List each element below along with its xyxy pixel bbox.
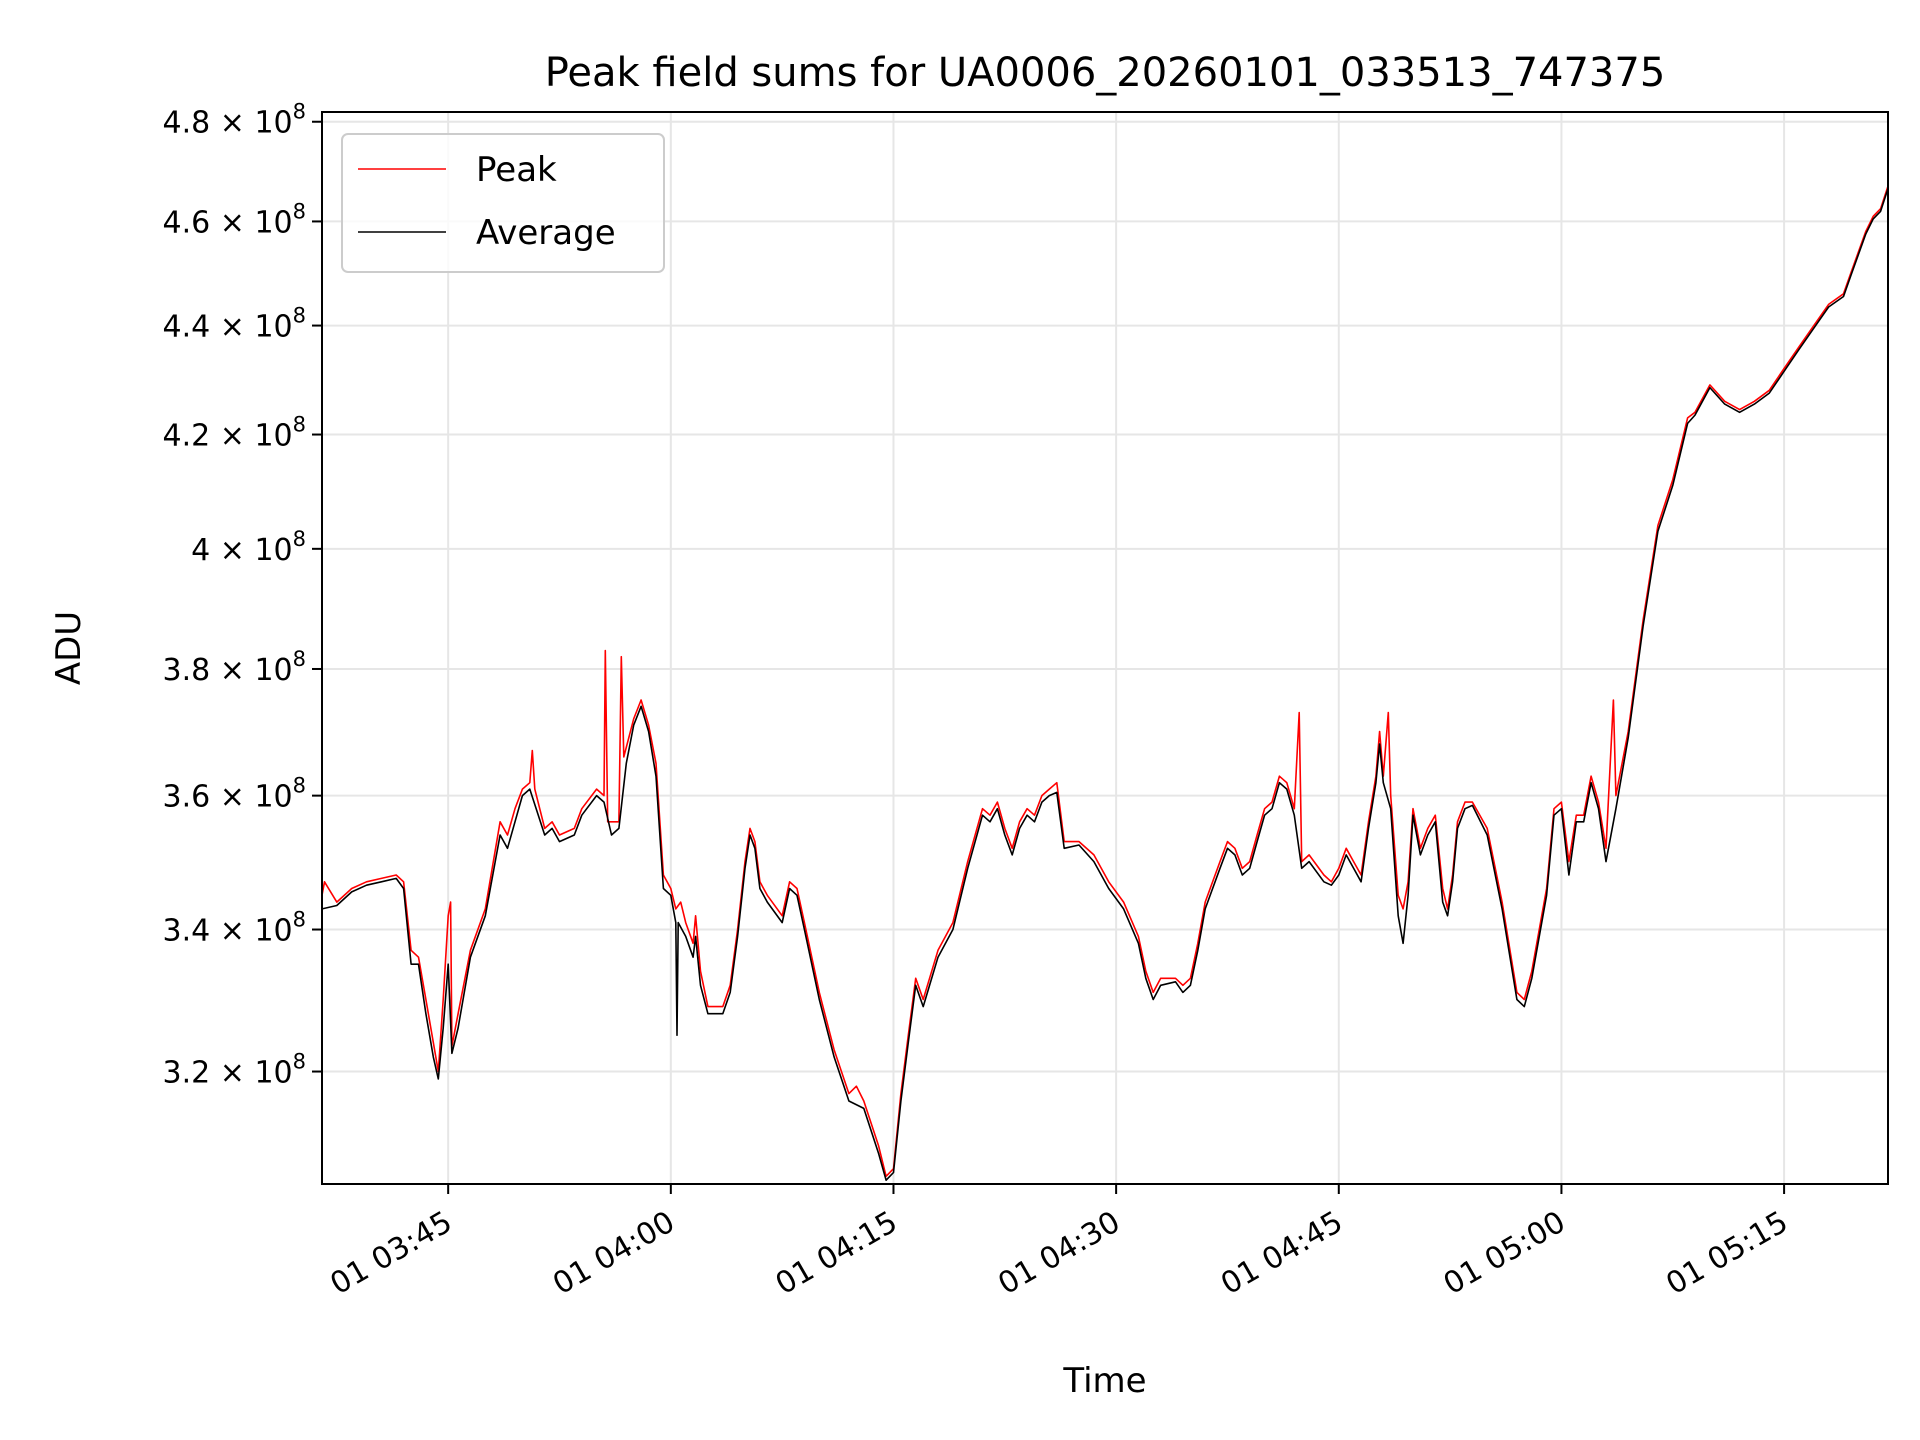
y-tick-label: 4.6 × 108 [163, 199, 306, 240]
y-axis: 3.2 × 108 3.4 × 108 3.6 × 108 3.8 × 108 4 × … [163, 100, 322, 1091]
y-tick-mantissa: 4.6 [163, 205, 211, 240]
chart-title: Peak field sums for UA0006_20260101_0335… [545, 50, 1666, 96]
y-tick-label: 3.4 × 108 [163, 908, 306, 949]
y-tick-exponent: 8 [293, 304, 306, 328]
y-tick-label: 3.6 × 108 [163, 774, 306, 815]
y-tick-mantissa: 4 [191, 533, 210, 568]
y-tick-exponent: 8 [293, 100, 306, 124]
y-tick-exponent: 8 [293, 1050, 306, 1074]
y-tick-mantissa: 3.4 [163, 914, 211, 949]
y-tick-mantissa: 4.2 [163, 419, 211, 454]
y-tick-mantissa: 3.8 [163, 653, 211, 688]
y-tick-mantissa: 3.2 [163, 1056, 211, 1091]
y-tick-label: 4 × 108 [191, 527, 306, 568]
y-tick-mantissa: 4.4 [163, 310, 211, 345]
y-tick-label: 3.8 × 108 [163, 647, 306, 688]
legend-label-average: Average [476, 213, 616, 253]
y-tick-label: 4.2 × 108 [163, 413, 306, 454]
legend: Peak Average [341, 133, 665, 273]
series-line-average [322, 188, 1888, 1181]
grid [322, 112, 1888, 1184]
y-tick-exponent: 8 [293, 199, 306, 223]
series-line-peak [322, 185, 1888, 1178]
y-tick-exponent: 8 [293, 527, 306, 551]
series-layer [322, 185, 1888, 1181]
y-tick-mantissa: 4.8 [163, 106, 211, 141]
y-tick-exponent: 8 [293, 647, 306, 671]
y-tick-label: 3.2 × 108 [163, 1050, 306, 1091]
y-axis-label: ADU [49, 611, 89, 685]
y-tick-label: 4.8 × 108 [163, 100, 306, 141]
y-tick-exponent: 8 [293, 908, 306, 932]
y-tick-exponent: 8 [293, 413, 306, 437]
legend-label-peak: Peak [476, 150, 557, 190]
y-tick-mantissa: 3.6 [163, 780, 211, 815]
y-tick-label: 4.4 × 108 [163, 304, 306, 345]
y-tick-exponent: 8 [293, 774, 306, 798]
plot-frame [321, 111, 1889, 1185]
x-axis-label: Time [1062, 1361, 1146, 1401]
